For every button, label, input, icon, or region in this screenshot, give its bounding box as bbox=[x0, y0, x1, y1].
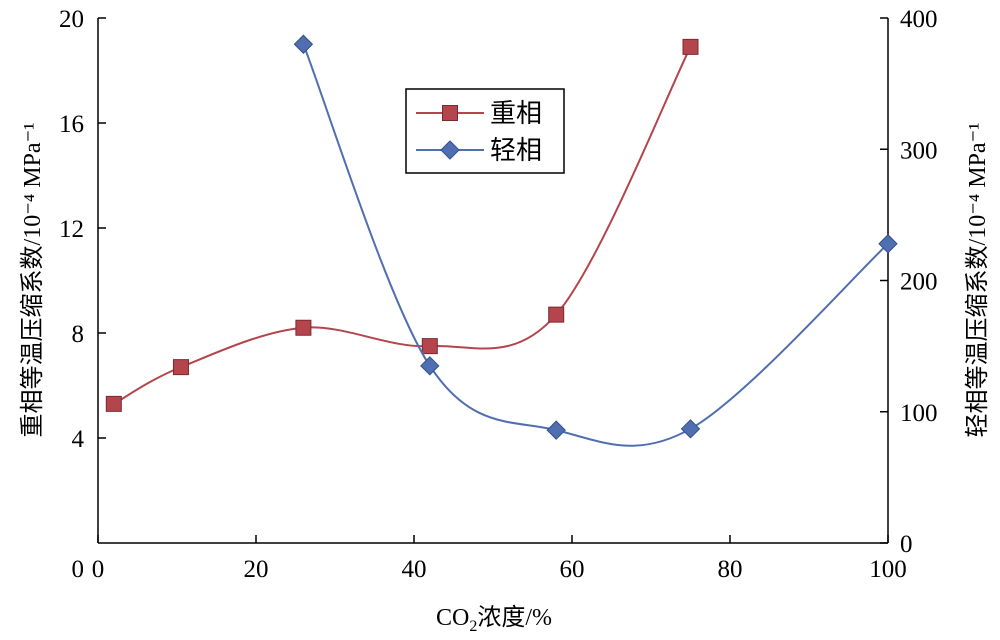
y-right-axis-label: 轻相等温压缩系数/10⁻⁴ MPa⁻¹ bbox=[964, 123, 991, 438]
data-point bbox=[420, 356, 440, 376]
data-point bbox=[421, 338, 438, 355]
x-tick-label: 100 bbox=[869, 556, 907, 583]
y-left-tick-label: 4 bbox=[72, 426, 85, 453]
data-point bbox=[548, 306, 565, 323]
data-point bbox=[682, 38, 699, 55]
y-left-tick-label: 8 bbox=[72, 321, 85, 348]
y-left-tick-label: 12 bbox=[59, 216, 84, 243]
y-left-ticks: 4 8 12 16 20 0 bbox=[59, 6, 106, 583]
y-right-tick-label: 200 bbox=[900, 269, 938, 296]
y-left-axis-label: 重相等温压缩系数/10⁻⁴ MPa⁻¹ bbox=[19, 123, 46, 438]
y-left-tick-label: 16 bbox=[59, 111, 84, 138]
y-right-tick-label: 100 bbox=[900, 400, 938, 427]
data-point bbox=[295, 319, 312, 336]
legend-marker bbox=[442, 105, 458, 121]
x-tick-label: 40 bbox=[402, 556, 427, 583]
y-right-tick-label: 300 bbox=[900, 137, 938, 164]
y-left-tick-label: 20 bbox=[59, 6, 84, 33]
y-left-tick-label-zero: 0 bbox=[72, 556, 85, 583]
series-line bbox=[113, 46, 692, 405]
x-tick-label: 80 bbox=[718, 556, 743, 583]
data-point bbox=[878, 234, 898, 254]
x-label-suffix: 浓度/% bbox=[477, 604, 552, 631]
y-right-ticks: 0 100 200 300 400 bbox=[880, 6, 938, 558]
x-axis-label: CO2浓度/% bbox=[436, 604, 552, 635]
data-point bbox=[293, 34, 314, 54]
data-point bbox=[680, 419, 701, 439]
y-right-tick-label: 400 bbox=[900, 6, 938, 33]
x-tick-label: 60 bbox=[560, 556, 585, 583]
series-2 bbox=[293, 34, 898, 447]
data-point bbox=[172, 359, 189, 376]
legend-box bbox=[405, 88, 565, 174]
series-1 bbox=[105, 38, 699, 412]
legend-marker bbox=[440, 140, 460, 160]
legend-label: 重相 bbox=[490, 99, 542, 128]
legend-item: 重相 bbox=[416, 99, 542, 128]
data-point bbox=[546, 420, 566, 440]
data-point bbox=[105, 395, 122, 412]
x-label-prefix: CO bbox=[436, 605, 469, 631]
series-layer bbox=[105, 34, 898, 447]
y-right-tick-label: 0 bbox=[900, 531, 913, 558]
x-label-subscript: 2 bbox=[469, 618, 477, 635]
x-ticks: 0 20 40 60 80 100 bbox=[92, 535, 907, 583]
x-tick-label: 0 bbox=[92, 556, 105, 583]
x-tick-label: 20 bbox=[244, 556, 269, 583]
legend-label: 轻相 bbox=[490, 136, 542, 165]
legend-item: 轻相 bbox=[416, 136, 542, 165]
series-line bbox=[302, 43, 889, 447]
